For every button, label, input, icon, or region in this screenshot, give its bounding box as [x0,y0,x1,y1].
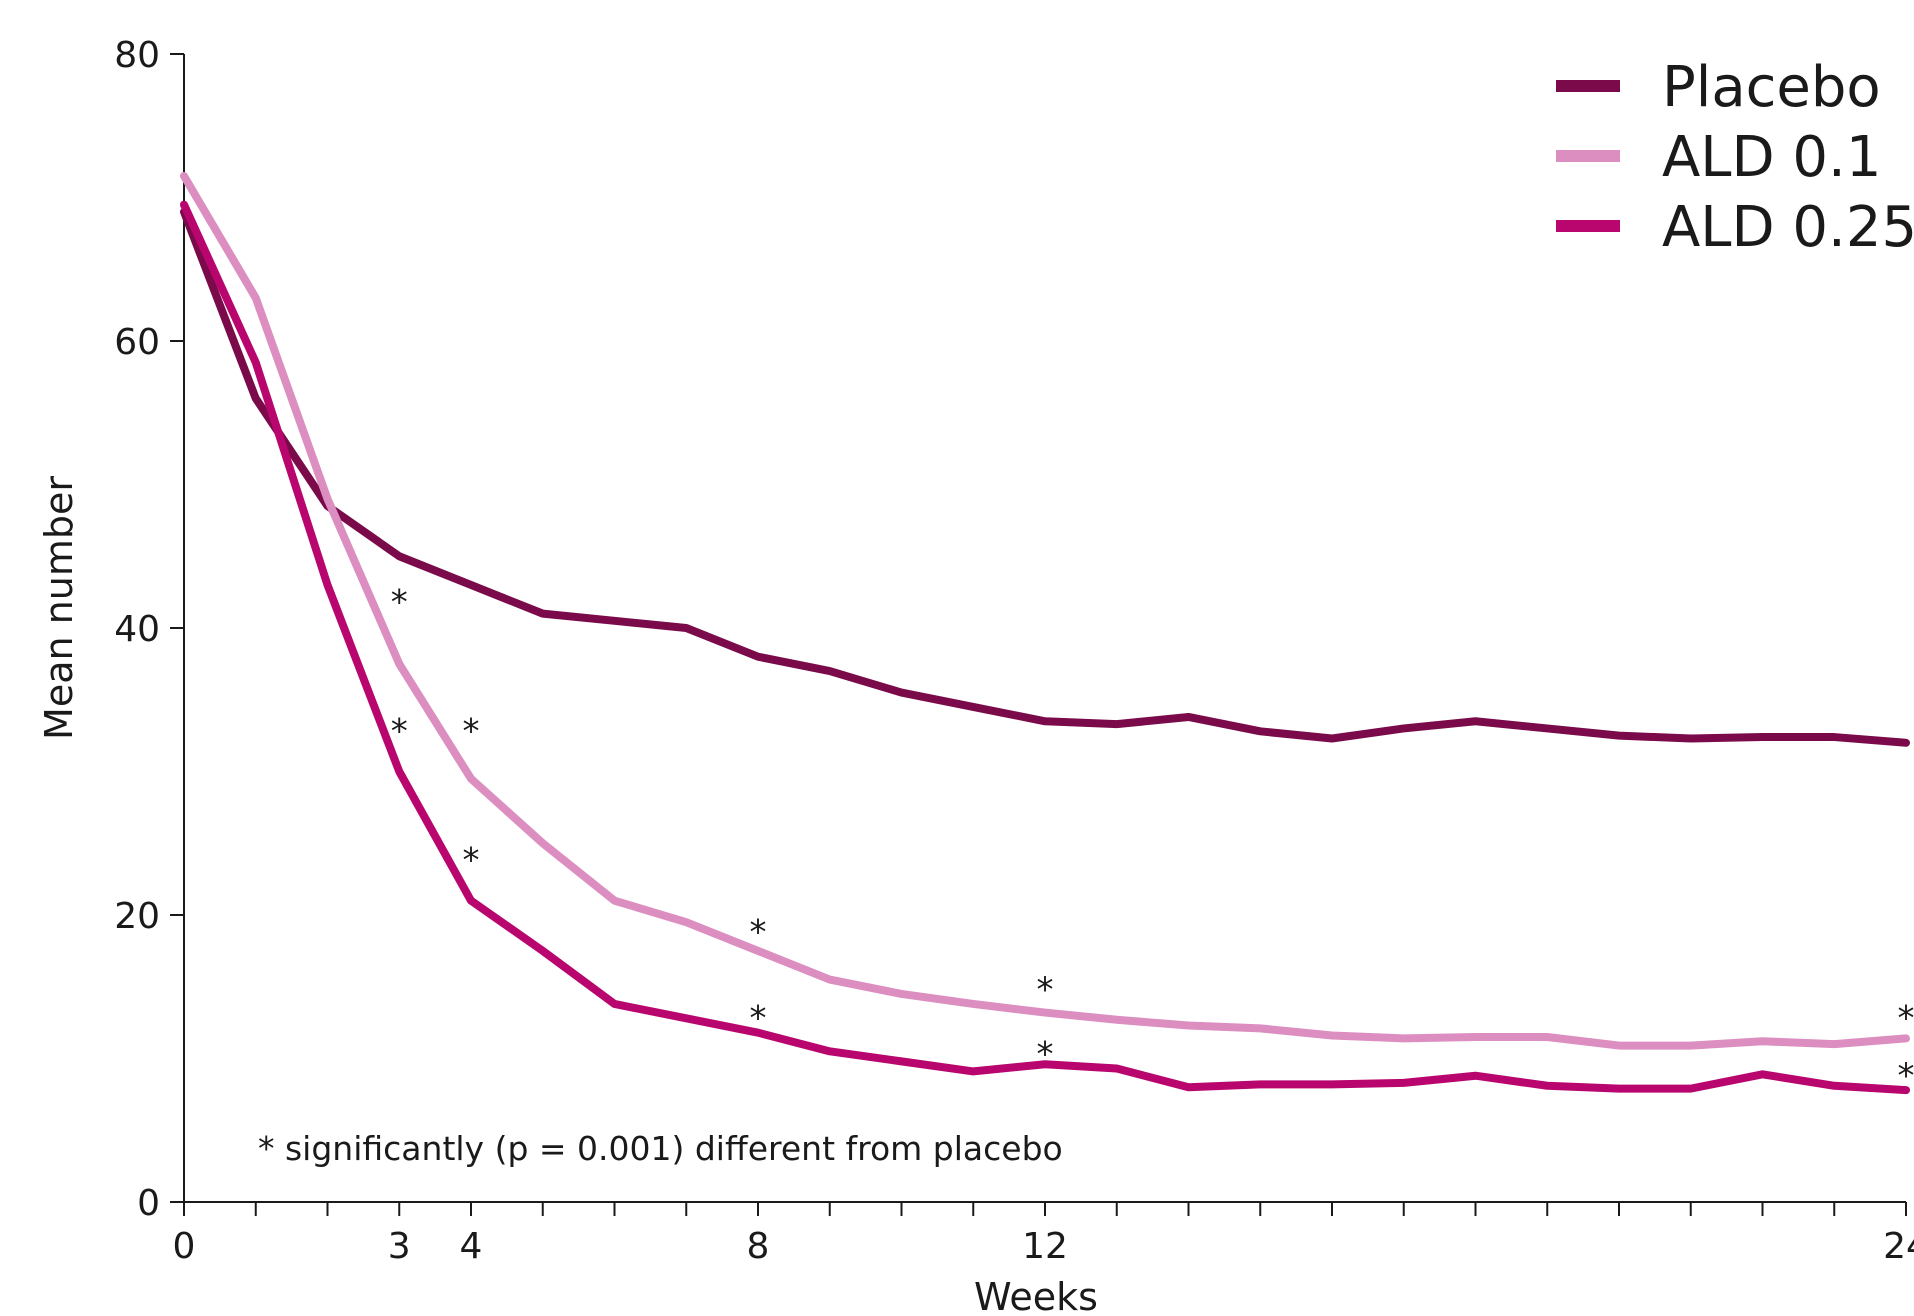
x-tick-label: 12 [1022,1226,1068,1267]
legend-label: Placebo [1662,55,1881,120]
significance-marker: * [750,912,767,952]
series-line-1 [180,207,1910,747]
significance-marker: * [391,711,408,751]
x-tick-label: 4 [460,1226,483,1267]
y-tick-label: 20 [114,896,160,937]
y-axis-label: Mean number [37,476,81,740]
y-tick-label: 80 [114,35,160,76]
y-tick-label: 0 [137,1183,160,1224]
significance-marker: * [1898,998,1914,1038]
x-tick-label: 8 [747,1226,770,1267]
axes: 0 3 4 8 12 24 0 20 40 60 80 [114,35,1914,1267]
series-lines [180,171,1910,1095]
significance-markers: * * * * * * * * * * [391,582,1914,1096]
significance-marker: * [1898,1056,1914,1096]
significance-marker: * [463,711,480,751]
significance-marker: * [391,582,408,622]
annotation-note: * significantly (p = 0.001) different fr… [258,1129,1063,1168]
series-line-2 [180,171,1910,1050]
legend-label: ALD 0.1 [1662,125,1882,190]
x-tick-label: 3 [388,1226,411,1267]
significance-marker: * [750,998,767,1038]
significance-marker: * [1037,1034,1054,1074]
significance-marker: * [1037,970,1054,1010]
x-axis-label: Weeks [974,1275,1098,1316]
significance-marker: * [463,841,480,881]
series-line-3 [180,200,1910,1095]
x-tick-label: 24 [1883,1226,1914,1267]
y-tick-label: 40 [114,609,160,650]
legend-label: ALD 0.25 [1662,195,1914,260]
y-tick-label: 60 [114,322,160,363]
x-tick-label: 0 [173,1226,196,1267]
